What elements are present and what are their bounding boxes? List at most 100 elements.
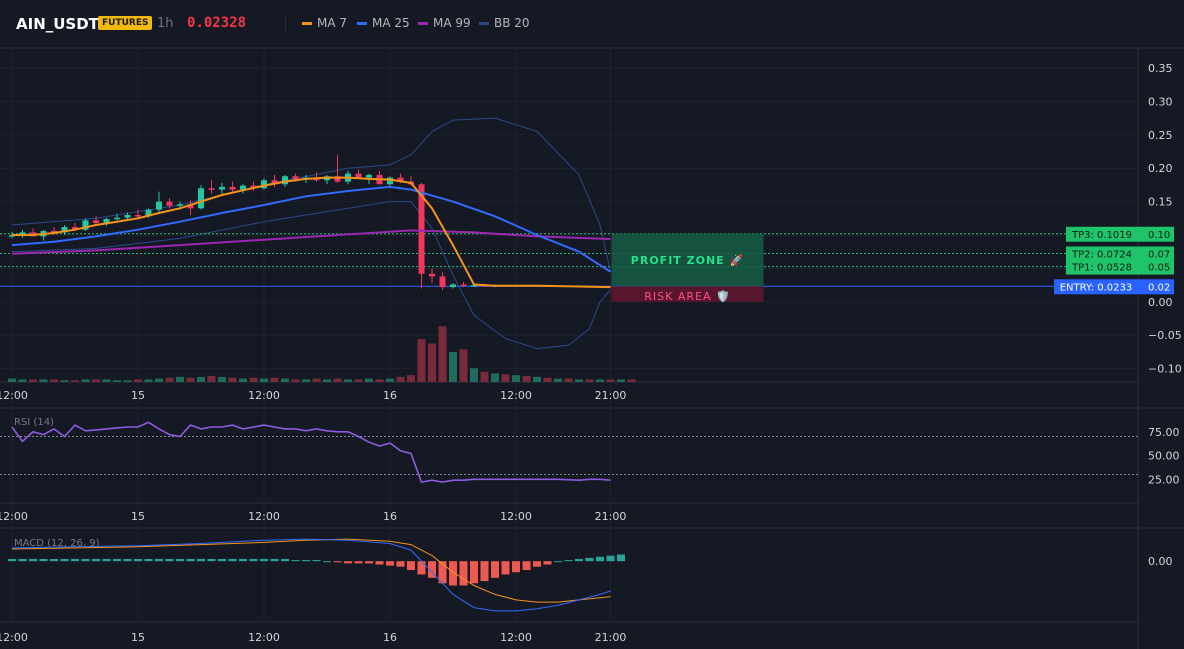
macd-hist-bar <box>585 557 594 562</box>
volume-bar <box>375 379 384 382</box>
level-label-bg-tp2 <box>1066 246 1138 262</box>
candle-body <box>292 176 299 179</box>
macd-hist-bar <box>134 558 142 562</box>
volume-bar <box>302 379 310 382</box>
level-label-tp2: TP2: 0.0724 <box>1071 249 1132 260</box>
volume-bar <box>239 378 247 382</box>
volume-bar <box>564 378 573 382</box>
candle-body <box>271 180 278 185</box>
volume-bar <box>596 379 604 382</box>
level-label-tp3: TP3: 0.1019 <box>1071 230 1132 241</box>
volume-bar <box>92 379 100 382</box>
ma25-line <box>11 185 612 273</box>
volume-bar <box>50 379 58 382</box>
macd-hist-bar <box>354 561 363 564</box>
macd-time-label: 12:00 <box>500 631 532 644</box>
macd-time-label: 12:00 <box>248 631 280 644</box>
volume-bar <box>81 379 90 382</box>
macd-hist-bar <box>207 558 216 562</box>
macd-hist-bar <box>417 561 426 575</box>
legend-bb20[interactable]: BB 20 <box>479 16 530 30</box>
legend-ma7[interactable]: MA 7 <box>302 16 347 30</box>
macd-time-label: 16 <box>383 631 397 644</box>
macd-hist-bar <box>407 561 415 571</box>
candle-body <box>61 227 68 233</box>
legend-ma7-label: MA 7 <box>317 16 348 30</box>
volume-bar <box>165 377 174 382</box>
volume-bar <box>270 377 279 382</box>
volume-bar <box>438 326 447 382</box>
volume-bar <box>281 378 289 382</box>
macd-hist-bar <box>39 558 48 562</box>
macd-hist-bar <box>102 558 111 562</box>
timeframe-label[interactable]: 1h <box>157 16 174 31</box>
price-time-label: 12:00 <box>0 389 28 402</box>
candle-body <box>124 215 131 218</box>
header-divider <box>285 15 286 32</box>
rsi-tick-label: 50.00 <box>1148 450 1180 463</box>
macd-time-label: 15 <box>131 631 145 644</box>
candle-body <box>135 215 141 217</box>
volume-bar <box>228 377 237 382</box>
macd-hist-bar <box>81 558 90 562</box>
volume-bar <box>533 376 541 382</box>
macd-hist-bar <box>92 558 100 562</box>
macd-hist-bar <box>459 561 468 586</box>
macd-hist-bar <box>428 561 436 578</box>
volume-bar <box>291 379 300 382</box>
level-tick-tp2: 0.07 <box>1148 249 1170 260</box>
volume-bar <box>39 379 48 382</box>
macd-hist-bar <box>470 561 478 584</box>
candle-body <box>450 284 456 288</box>
candle-body <box>219 186 225 190</box>
volume-bar <box>71 380 79 382</box>
candle-body <box>471 285 477 287</box>
macd-hist-bar <box>501 561 510 575</box>
macd-line <box>11 538 611 612</box>
candle-body <box>418 184 425 274</box>
ma99-swatch-icon <box>418 22 428 25</box>
macd-hist-bar <box>8 558 16 562</box>
level-label-bg-entry <box>1054 279 1138 295</box>
level-tick-entry: 0.02 <box>1148 282 1170 293</box>
macd-hist-bar <box>302 560 310 562</box>
macd-hist-bar <box>491 561 499 578</box>
ma99-line <box>11 229 611 255</box>
volume-bar <box>29 379 37 382</box>
candle-body <box>387 177 393 185</box>
candle-body <box>240 185 246 190</box>
volume-bar <box>354 379 363 382</box>
candle-body <box>187 204 194 209</box>
rsi-time-label: 12:00 <box>0 510 28 523</box>
symbol-name[interactable]: AIN_USDT <box>16 15 99 33</box>
bb-upper-line <box>11 117 611 272</box>
macd-hist-bar <box>522 561 531 571</box>
legend-ma99[interactable]: MA 99 <box>418 16 471 30</box>
volume-bar <box>113 380 121 382</box>
bb20-swatch-icon <box>479 22 489 25</box>
rsi-time-label: 16 <box>383 510 397 523</box>
volume-bar <box>396 376 405 382</box>
legend-ma25[interactable]: MA 25 <box>357 16 410 30</box>
volume-bar <box>480 371 489 382</box>
volume-bar <box>144 379 153 382</box>
candle-body <box>439 276 446 288</box>
macd-time-label: 21:00 <box>595 631 627 644</box>
macd-time-label: 12:00 <box>0 631 28 644</box>
macd-hist-bar <box>60 558 69 562</box>
profit-zone-label: PROFIT ZONE 🚀 <box>631 254 744 267</box>
macd-hist-bar <box>365 561 373 564</box>
level-tick-tp1: 0.05 <box>1148 263 1170 274</box>
macd-hist-bar <box>270 558 279 562</box>
volume-bar <box>407 375 415 382</box>
level-label-tp1: TP1: 0.0528 <box>1071 263 1132 274</box>
macd-hist-bar <box>176 558 184 562</box>
candle-body <box>460 284 467 286</box>
rsi-time-label: 15 <box>131 510 145 523</box>
candle-body <box>366 174 372 178</box>
macd-hist-bar <box>291 560 300 562</box>
macd-hist-bar <box>260 558 268 562</box>
price-tick-label: −0.05 <box>1148 329 1182 342</box>
candle-body <box>114 217 120 220</box>
